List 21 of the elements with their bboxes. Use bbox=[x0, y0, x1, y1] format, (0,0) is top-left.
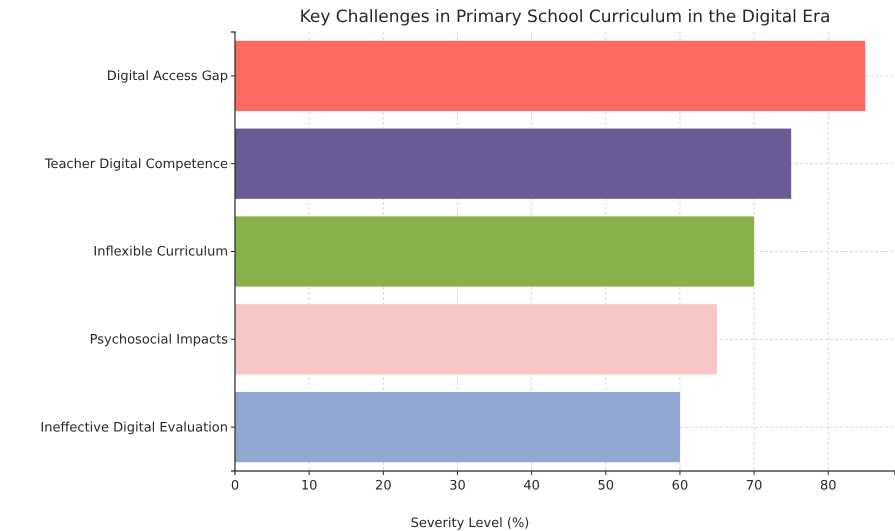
bar bbox=[235, 392, 680, 462]
y-tick-label: Psychosocial Impacts bbox=[90, 332, 228, 348]
chart-title: Key Challenges in Primary School Curriculum in the Digital Era bbox=[300, 7, 830, 27]
x-tick-label: 80 bbox=[820, 478, 837, 494]
bar bbox=[235, 40, 866, 112]
y-tick-label: Inflexible Curriculum bbox=[93, 244, 228, 260]
y-tick-label: Teacher Digital Competence bbox=[44, 156, 228, 172]
x-tick-label: 20 bbox=[375, 478, 392, 494]
x-tick-label: 30 bbox=[449, 478, 466, 494]
x-tick-label: 60 bbox=[672, 478, 688, 494]
bar bbox=[235, 128, 792, 199]
y-tick-label: Ineffective Digital Evaluation bbox=[40, 420, 228, 436]
x-axis-title: Severity Level (%) bbox=[410, 516, 530, 531]
x-tick-label: 10 bbox=[300, 478, 318, 494]
bar bbox=[235, 216, 754, 287]
bar bbox=[235, 304, 718, 374]
x-tick-label: 0 bbox=[230, 478, 240, 494]
x-tick-label: 70 bbox=[746, 478, 762, 494]
x-tick-label: 50 bbox=[598, 478, 614, 494]
x-tick-label: 40 bbox=[523, 478, 540, 494]
y-tick-label: Digital Access Gap bbox=[106, 69, 228, 84]
